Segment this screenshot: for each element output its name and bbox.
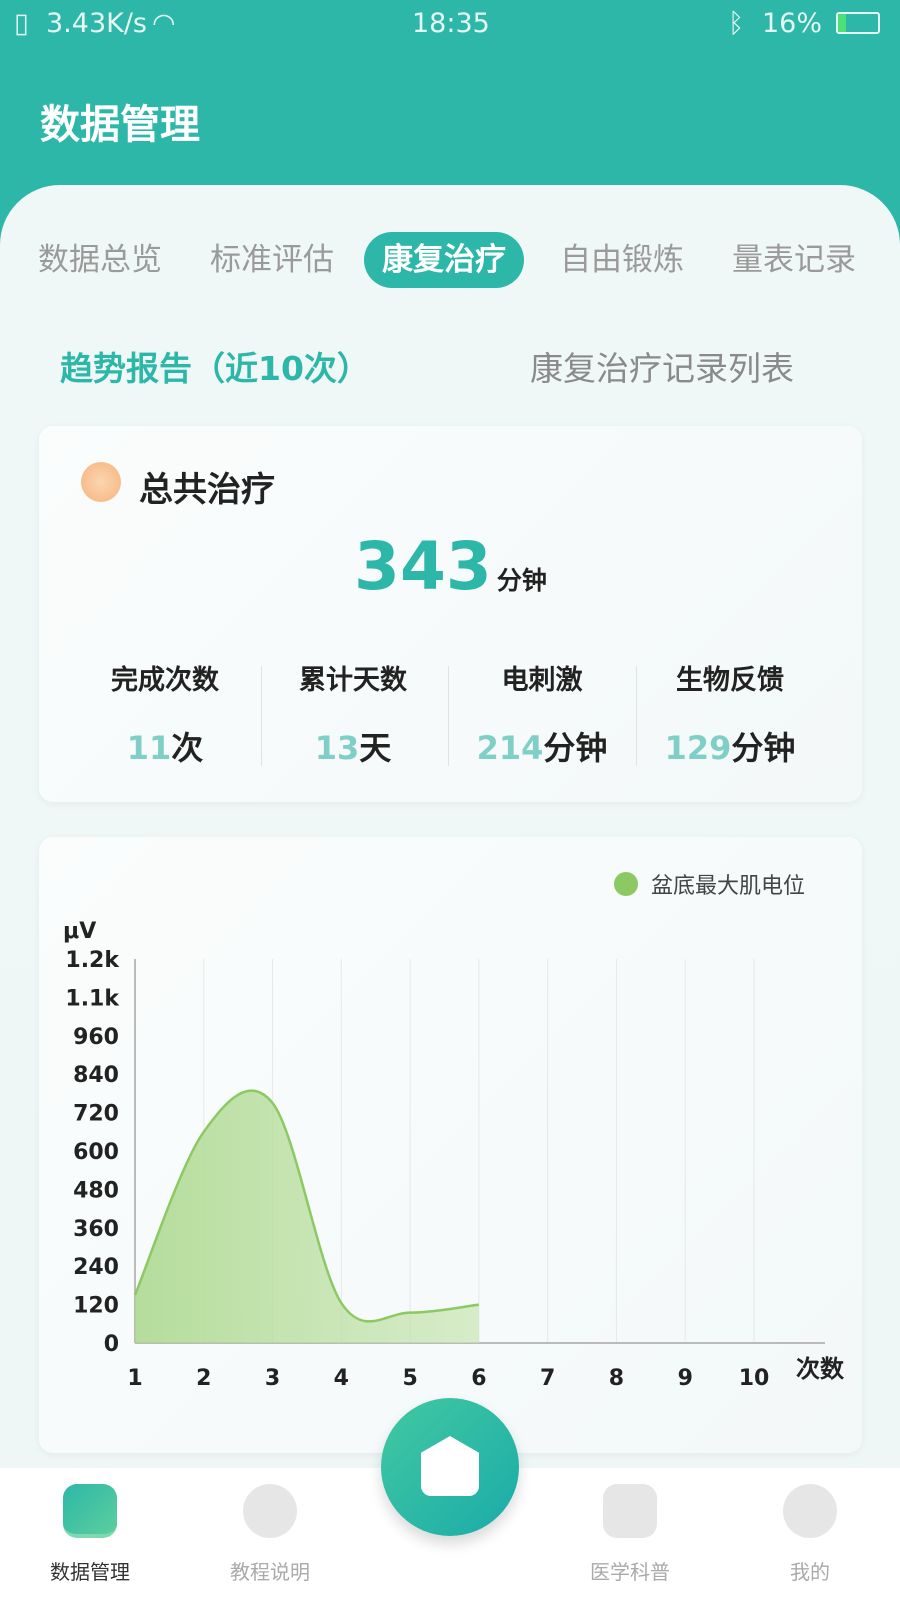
- profile-icon: [783, 1484, 837, 1538]
- series-area: [135, 1090, 479, 1343]
- divider: [448, 666, 449, 766]
- network-speed: 3.43K/s: [46, 8, 147, 39]
- y-tick-label: 840: [73, 1063, 119, 1088]
- subtab-trend[interactable]: 趋势报告（近10次）: [60, 349, 370, 388]
- bluetooth-icon: ᛒ: [728, 8, 745, 39]
- x-axis-label: 次数: [796, 1355, 845, 1383]
- x-tick-label: 3: [265, 1366, 280, 1391]
- x-tick-label: 4: [334, 1366, 349, 1391]
- nav-data-management[interactable]: 数据管理: [30, 1484, 150, 1585]
- y-tick-label: 960: [73, 1025, 119, 1050]
- tab-exercise[interactable]: 自由锻炼: [560, 242, 684, 278]
- y-tick-label: 240: [73, 1255, 119, 1280]
- status-bar: ▯ 3.43K/s ◠ 18:35 ᛒ 16%: [0, 0, 900, 50]
- stat-days: 累计天数 13天: [299, 665, 407, 767]
- summary-title: 总共治疗: [139, 470, 275, 510]
- tab-overview[interactable]: 数据总览: [38, 242, 162, 278]
- legend-label: 盆底最大肌电位: [651, 874, 805, 899]
- battery-percent: 16%: [762, 8, 823, 39]
- y-tick-label: 600: [73, 1140, 119, 1165]
- wifi-icon: ◠: [152, 8, 176, 39]
- tab-scale-records[interactable]: 量表记录: [732, 242, 856, 278]
- tutorial-icon: [243, 1484, 297, 1538]
- battery-icon: [836, 12, 880, 34]
- chat-icon: [603, 1484, 657, 1538]
- total-minutes: 343 分钟: [39, 528, 862, 605]
- divider: [261, 666, 262, 766]
- summary-card: 总共治疗 343 分钟 完成次数 11次 累计天数 13天 电刺激 214分钟 生物反…: [39, 426, 862, 802]
- y-axis-label: μV: [63, 919, 96, 944]
- sim-icon: ▯: [14, 8, 29, 39]
- divider: [636, 666, 637, 766]
- clock: 18:35: [412, 8, 490, 39]
- y-tick-label: 0: [104, 1332, 119, 1357]
- x-tick-label: 6: [471, 1366, 486, 1391]
- y-tick-label: 120: [73, 1294, 119, 1319]
- stat-sessions: 完成次数 11次: [111, 665, 219, 767]
- x-tick-label: 2: [196, 1366, 211, 1391]
- y-tick-label: 1.1k: [65, 986, 120, 1011]
- x-tick-label: 5: [402, 1366, 417, 1391]
- total-unit: 分钟: [496, 566, 547, 595]
- total-value: 343: [354, 528, 492, 605]
- y-tick-label: 480: [73, 1178, 119, 1203]
- tab-bar: 数据总览 标准评估 康复治疗 自由锻炼 量表记录: [0, 232, 900, 288]
- x-tick-label: 10: [739, 1366, 770, 1391]
- y-tick-label: 360: [73, 1217, 119, 1242]
- y-tick-label: 720: [73, 1102, 119, 1127]
- trend-chart: 盆底最大肌电位 μV 次数 1 2 3 4 5 6 7 8 9 10 0 120 240 360 480 60…: [63, 872, 845, 1391]
- stat-estim: 电刺激 214分钟: [476, 665, 608, 767]
- chart-icon: [63, 1484, 117, 1538]
- x-tick-label: 7: [540, 1366, 555, 1391]
- legend-marker: [614, 872, 638, 896]
- chart-card: 盆底最大肌电位 μV 次数 1 2 3 4 5 6 7 8 9 10 0 120 240 360 480 60…: [39, 837, 862, 1453]
- home-icon: [421, 1436, 479, 1496]
- nav-tutorial[interactable]: 教程说明: [210, 1484, 330, 1585]
- nav-medical-science[interactable]: 医学科普: [570, 1484, 690, 1585]
- tab-assessment[interactable]: 标准评估: [210, 242, 334, 278]
- clock-icon: [81, 462, 121, 502]
- page-title: 数据管理: [40, 102, 200, 148]
- nav-profile[interactable]: 我的: [750, 1484, 870, 1585]
- subtab-record-list[interactable]: 康复治疗记录列表: [530, 349, 794, 388]
- tab-rehab[interactable]: 康复治疗: [364, 232, 524, 288]
- stat-biofeedback: 生物反馈 129分钟: [664, 665, 796, 767]
- x-tick-label: 1: [127, 1366, 142, 1391]
- y-tick-label: 1.2k: [65, 948, 120, 973]
- x-tick-label: 9: [678, 1366, 693, 1391]
- home-button[interactable]: [381, 1398, 519, 1536]
- x-tick-label: 8: [609, 1366, 624, 1391]
